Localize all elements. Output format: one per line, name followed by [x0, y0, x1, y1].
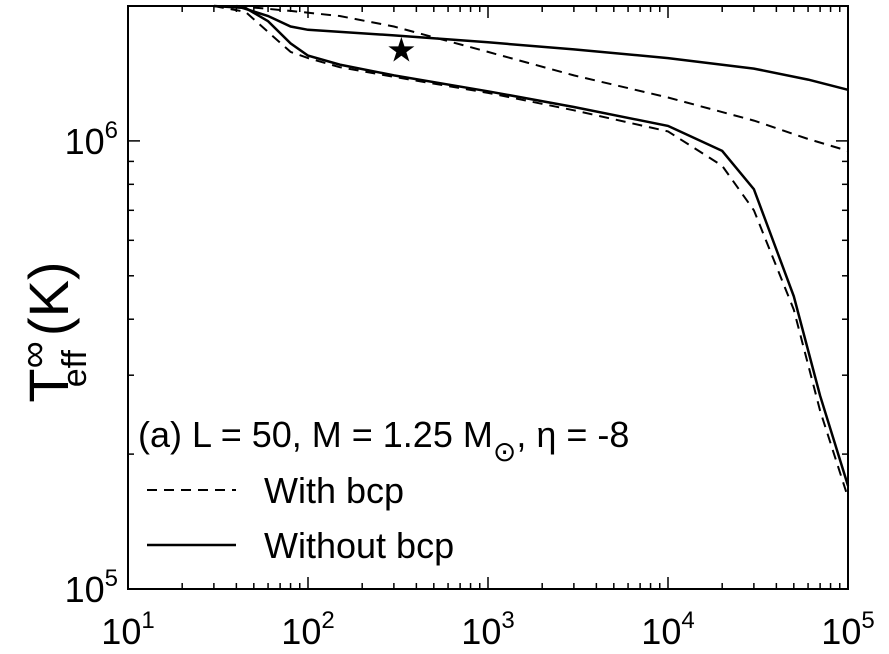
curve-4-dashed: [213, 5, 849, 498]
y-tick-label: 106: [65, 117, 118, 162]
x-tick-label: 102: [281, 607, 334, 652]
x-tick-label: 104: [641, 607, 694, 652]
x-tick-label: 101: [101, 607, 154, 652]
tick-base: 10: [101, 611, 141, 652]
tick-base: 10: [65, 121, 105, 162]
annotation-suffix: , η = -8: [516, 414, 629, 455]
y-axis-superscript: ∞: [13, 341, 55, 368]
legend-label-with-bcp: With bcp: [264, 470, 404, 511]
annotation-solar-subscript: ⊙: [493, 436, 516, 467]
tick-base: 10: [65, 569, 105, 610]
curve-2-dashed: [236, 5, 849, 152]
tick-exponent: 5: [861, 607, 874, 634]
chart-annotation: (a) L = 50, M = 1.25 M⊙, η = -8: [138, 414, 629, 467]
tick-exponent: 4: [681, 607, 694, 634]
star-marker: ★: [386, 31, 416, 69]
tick-base: 10: [281, 611, 321, 652]
tick-exponent: 5: [105, 565, 118, 592]
y-axis-title: T∞eff (K): [13, 261, 94, 402]
tick-base: 10: [461, 611, 501, 652]
tick-exponent: 2: [321, 607, 334, 634]
curve-1-solid: [236, 4, 849, 92]
tick-base: 10: [641, 611, 681, 652]
data-curves: [213, 4, 850, 498]
tick-exponent: 1: [141, 607, 154, 634]
tick-exponent: 3: [501, 607, 514, 634]
tick-exponent: 6: [105, 117, 118, 144]
y-axis-unit: (K): [17, 261, 80, 336]
y-axis-subscript: eff: [56, 350, 94, 388]
x-tick-label: 105: [821, 607, 874, 652]
x-tick-label: 103: [461, 607, 514, 652]
annotation-prefix: (a) L = 50, M = 1.25 M: [138, 414, 493, 455]
axis-ticks: [127, 5, 849, 590]
legend-label-without-bcp: Without bcp: [264, 525, 454, 566]
tick-base: 10: [821, 611, 861, 652]
y-axis-symbol: T: [17, 368, 80, 402]
curve-3-solid: [213, 4, 850, 487]
y-tick-label: 105: [65, 565, 118, 610]
legend: With bcp Without bcp: [147, 470, 454, 566]
